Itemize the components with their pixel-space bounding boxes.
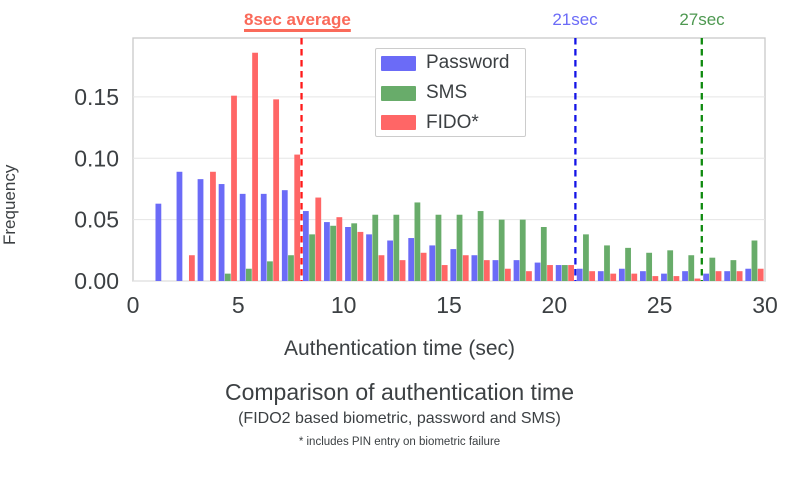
- svg-text:0: 0: [127, 292, 140, 318]
- svg-text:15: 15: [436, 292, 462, 318]
- svg-text:25: 25: [647, 292, 673, 318]
- svg-text:20: 20: [542, 292, 568, 318]
- svg-text:30: 30: [752, 292, 778, 318]
- svg-text:0.05: 0.05: [74, 207, 119, 233]
- svg-text:5: 5: [232, 292, 245, 318]
- svg-text:0.10: 0.10: [74, 145, 119, 171]
- svg-text:0.00: 0.00: [74, 268, 119, 294]
- svg-text:10: 10: [331, 292, 357, 318]
- svg-text:0.15: 0.15: [74, 84, 119, 110]
